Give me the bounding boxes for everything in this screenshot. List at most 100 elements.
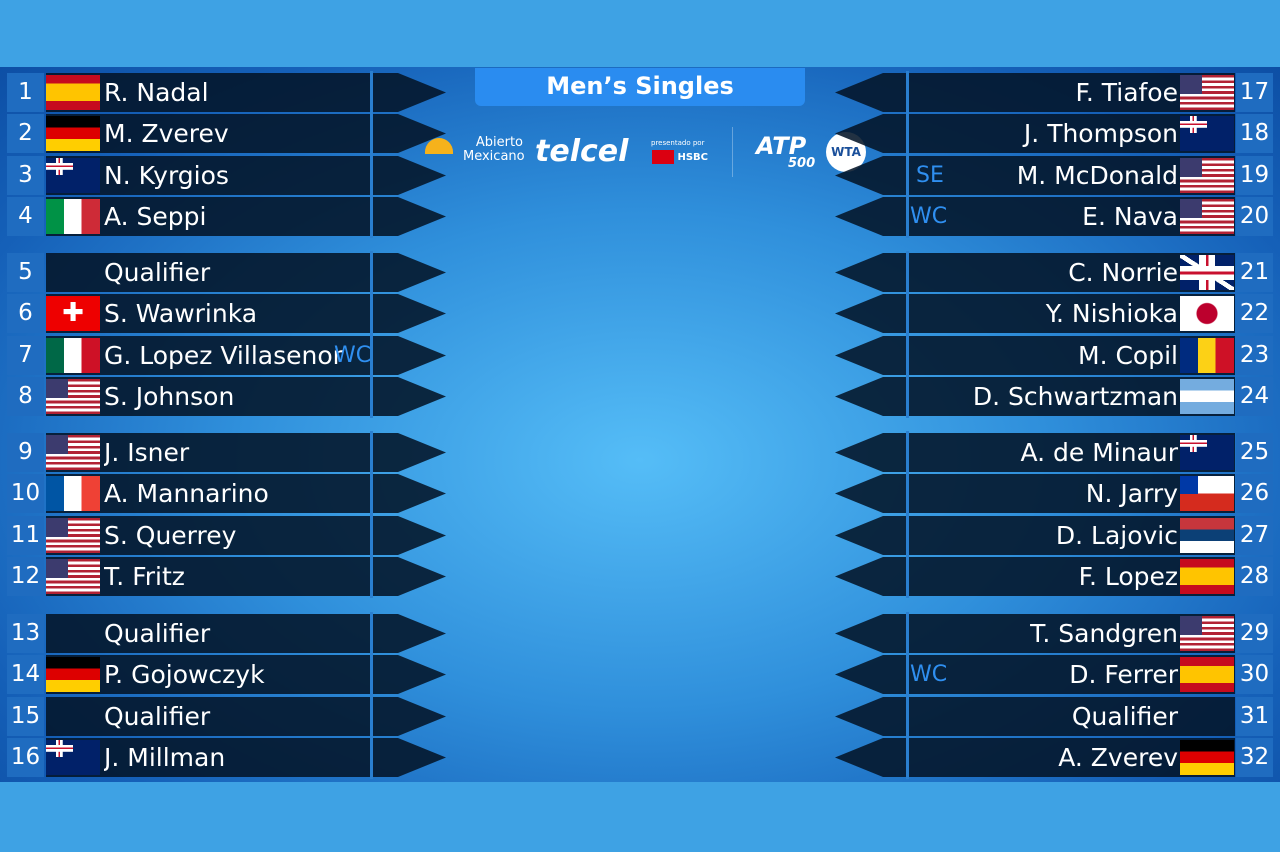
flag-srb-icon — [1180, 518, 1234, 553]
slot-arrow — [46, 377, 446, 416]
bracket-line — [906, 612, 909, 655]
player-name: S. Johnson — [104, 382, 235, 411]
atp-logo: ATP 500 — [756, 132, 816, 171]
draw-slot[interactable]: 19 M. McDonald SE — [0, 154, 1280, 197]
draw-slot[interactable]: 24 D. Schwartzman — [0, 375, 1280, 418]
draw-slot[interactable]: 31 Qualifier — [0, 695, 1280, 738]
draw-slot[interactable]: 4 A. Seppi — [0, 195, 1280, 238]
seed-number: 15 — [7, 697, 44, 736]
bracket-line — [370, 653, 373, 696]
draw-slot[interactable]: 18 J. Thompson — [0, 112, 1280, 155]
flag-esp-icon — [46, 75, 100, 110]
player-name: N. Jarry — [1085, 479, 1178, 508]
seed-number: 23 — [1236, 336, 1273, 375]
player-name: J. Millman — [104, 743, 226, 772]
bracket-line — [906, 71, 909, 114]
player-name: D. Schwartzman — [972, 382, 1178, 411]
player-name: A. de Minaur — [1020, 438, 1178, 467]
draw-slot[interactable]: 10 A. Mannarino — [0, 472, 1280, 515]
player-name: J. Thompson — [1023, 119, 1178, 148]
draw-slot[interactable]: 25 A. de Minaur — [0, 431, 1280, 474]
seed-number: 9 — [7, 433, 44, 472]
draw-slot[interactable]: 9 J. Isner — [0, 431, 1280, 474]
draw-slot[interactable]: 2 M. Zverev — [0, 112, 1280, 155]
slot-arrow — [46, 474, 446, 513]
draw-slot[interactable]: 8 S. Johnson — [0, 375, 1280, 418]
flag-aus-icon — [1180, 435, 1234, 470]
seed-number: 16 — [7, 738, 44, 777]
slot-arrow — [46, 433, 446, 472]
slot-arrow — [835, 114, 1235, 153]
draw-slot[interactable]: 13 Qualifier — [0, 612, 1280, 655]
seed-number: 12 — [7, 557, 44, 596]
entry-tag: WC — [334, 343, 370, 368]
bracket-line — [370, 375, 373, 418]
draw-slot[interactable]: 5 Qualifier — [0, 251, 1280, 294]
slot-arrow — [835, 474, 1235, 513]
player-name: S. Querrey — [104, 521, 237, 550]
draw-slot[interactable]: 27 D. Lajovic — [0, 514, 1280, 557]
draw-slot[interactable]: 29 T. Sandgren — [0, 612, 1280, 655]
bracket-line — [906, 736, 909, 779]
draw-slot[interactable]: 32 A. Zverev — [0, 736, 1280, 779]
draw-slot[interactable]: 7 G. Lopez Villasenor WC — [0, 334, 1280, 377]
player-name: J. Isner — [104, 438, 190, 467]
flag-usa-icon — [1180, 75, 1234, 110]
seed-number: 13 — [7, 614, 44, 653]
bracket-line — [906, 334, 909, 377]
bracket-line — [370, 514, 373, 557]
player-name: S. Wawrinka — [104, 299, 258, 328]
bracket-line — [370, 736, 373, 779]
slot-arrow — [835, 294, 1235, 333]
seed-number: 5 — [7, 253, 44, 292]
seed-number: 17 — [1236, 73, 1273, 112]
slot-arrow — [46, 557, 446, 596]
draw-slot[interactable]: 1 R. Nadal — [0, 71, 1280, 114]
draw-slot[interactable]: 14 P. Gojowczyk — [0, 653, 1280, 696]
draw-slot[interactable]: 16 J. Millman — [0, 736, 1280, 779]
draw-slot[interactable]: 28 F. Lopez — [0, 555, 1280, 598]
flag-jpn-icon — [1180, 296, 1234, 331]
draw-slot[interactable]: 26 N. Jarry — [0, 472, 1280, 515]
draw-slot[interactable]: 12 T. Fritz — [0, 555, 1280, 598]
player-name: D. Lajovic — [1055, 521, 1178, 550]
seed-number: 21 — [1236, 253, 1273, 292]
seed-number: 20 — [1236, 197, 1273, 236]
bracket-line — [906, 195, 909, 238]
draw-slot[interactable]: 22 Y. Nishioka — [0, 292, 1280, 335]
flag-usa-icon — [46, 435, 100, 470]
draw-slot[interactable]: 6 S. Wawrinka — [0, 292, 1280, 335]
player-name: T. Sandgren — [1030, 619, 1178, 648]
player-name: T. Fritz — [104, 562, 185, 591]
draw-slot[interactable]: 3 N. Kyrgios — [0, 154, 1280, 197]
slot-arrow — [835, 336, 1235, 375]
player-name: Y. Nishioka — [1045, 299, 1178, 328]
flag-aus-icon — [46, 158, 100, 193]
bracket-line — [906, 472, 909, 515]
flag-rou-icon — [1180, 338, 1234, 373]
sun-icon — [425, 138, 453, 154]
player-name: M. Copil — [1078, 341, 1178, 370]
flag-ger-icon — [46, 116, 100, 151]
seed-number: 22 — [1236, 294, 1273, 333]
flag-ger-icon — [1180, 740, 1234, 775]
flag-chi-icon — [1180, 476, 1234, 511]
slot-arrow — [46, 697, 446, 736]
bracket-line — [906, 112, 909, 155]
draw-slot[interactable]: 17 F. Tiafoe — [0, 71, 1280, 114]
seed-number: 30 — [1236, 655, 1273, 694]
draw-slot[interactable]: 30 D. Ferrer WC — [0, 653, 1280, 696]
slot-arrow — [835, 73, 1235, 112]
entry-tag: WC — [910, 204, 948, 229]
telcel-logo: telcel — [535, 134, 629, 169]
player-name: F. Tiafoe — [1075, 78, 1178, 107]
bracket-line — [370, 431, 373, 474]
draw-slot[interactable]: 15 Qualifier — [0, 695, 1280, 738]
seed-number: 11 — [7, 516, 44, 555]
bracket-line — [906, 154, 909, 197]
draw-slot[interactable]: 21 C. Norrie — [0, 251, 1280, 294]
flag-aus-icon — [46, 740, 100, 775]
draw-slot[interactable]: 11 S. Querrey — [0, 514, 1280, 557]
draw-slot[interactable]: 20 E. Nava WC — [0, 195, 1280, 238]
draw-slot[interactable]: 23 M. Copil — [0, 334, 1280, 377]
